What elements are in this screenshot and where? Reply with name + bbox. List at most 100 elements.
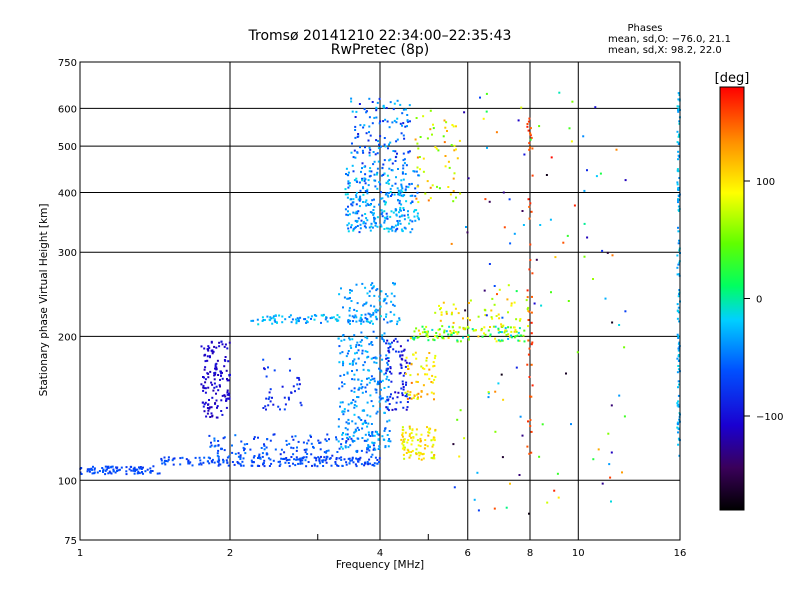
data-point <box>256 318 259 321</box>
data-point <box>407 365 409 368</box>
data-point <box>356 458 359 461</box>
data-point <box>267 398 270 400</box>
data-point <box>218 345 221 348</box>
data-point <box>337 337 340 340</box>
legend-title: Phases <box>627 23 662 34</box>
data-point <box>376 410 379 413</box>
data-point <box>253 455 256 457</box>
data-point <box>408 427 411 430</box>
data-point <box>371 101 374 103</box>
data-point <box>351 201 354 204</box>
data-point <box>406 125 408 128</box>
data-point <box>363 421 366 424</box>
data-point <box>456 418 459 421</box>
data-point <box>441 325 444 328</box>
data-point <box>220 340 223 343</box>
data-point <box>439 308 442 311</box>
data-point <box>370 341 373 343</box>
data-point <box>210 441 212 444</box>
data-point <box>152 465 155 468</box>
data-point <box>278 465 281 467</box>
y-axis-label: Stationary phase Virtual Height [km] <box>38 204 50 397</box>
data-point <box>451 311 453 314</box>
data-point <box>376 433 379 435</box>
data-point <box>370 455 373 458</box>
data-point <box>357 357 360 360</box>
data-point <box>550 156 553 159</box>
data-point <box>400 183 403 186</box>
data-point <box>347 230 350 233</box>
data-point <box>364 182 367 185</box>
data-point <box>521 434 524 437</box>
data-point <box>253 437 255 440</box>
data-point <box>337 319 340 322</box>
data-point <box>207 376 210 379</box>
data-point <box>313 318 316 321</box>
data-point <box>380 290 383 293</box>
data-point <box>102 471 104 473</box>
data-point <box>385 201 387 204</box>
data-point <box>678 383 680 386</box>
data-point <box>387 195 390 198</box>
data-point <box>351 204 354 207</box>
data-point <box>417 451 420 454</box>
data-point <box>350 224 353 227</box>
data-point <box>677 311 680 314</box>
data-point <box>210 444 213 447</box>
data-point <box>466 317 469 320</box>
data-point <box>349 459 352 462</box>
data-point <box>346 352 349 355</box>
data-point <box>206 355 209 358</box>
data-point <box>305 448 308 451</box>
data-point <box>351 164 354 167</box>
data-point <box>529 259 532 261</box>
data-point <box>385 192 388 195</box>
data-point <box>361 282 364 285</box>
data-point <box>678 293 681 295</box>
data-point <box>306 442 309 445</box>
data-point <box>434 375 437 378</box>
data-point <box>354 422 357 425</box>
data-point <box>387 385 390 388</box>
data-point <box>105 468 108 471</box>
data-point <box>223 436 226 439</box>
data-point <box>366 192 369 195</box>
data-point <box>398 199 401 202</box>
data-point <box>341 351 344 354</box>
data-point <box>297 320 300 323</box>
data-point <box>341 401 344 404</box>
data-point <box>318 442 321 444</box>
data-point <box>347 186 350 189</box>
data-point <box>208 399 210 401</box>
data-point <box>417 174 420 177</box>
data-point <box>426 445 429 448</box>
data-point <box>608 463 611 466</box>
data-point <box>351 363 354 366</box>
data-point <box>350 198 353 201</box>
data-point <box>378 445 381 448</box>
data-point <box>378 447 381 450</box>
data-point <box>380 397 383 400</box>
data-point <box>341 334 344 337</box>
data-point <box>347 438 350 441</box>
data-point <box>623 415 626 418</box>
data-point <box>402 207 405 209</box>
data-point <box>507 326 510 329</box>
data-point <box>413 330 416 333</box>
data-point <box>365 226 367 229</box>
data-point <box>558 91 561 94</box>
data-point <box>624 310 627 313</box>
data-point <box>136 468 139 471</box>
data-point <box>444 165 447 168</box>
data-point <box>298 378 301 381</box>
data-point <box>447 160 450 163</box>
data-point <box>371 122 374 125</box>
data-point <box>301 456 304 459</box>
data-point <box>406 119 409 122</box>
data-point <box>346 428 349 431</box>
data-point <box>389 342 392 345</box>
data-point <box>404 108 407 111</box>
data-point <box>677 380 680 383</box>
data-point <box>347 422 350 425</box>
data-point <box>343 408 346 411</box>
